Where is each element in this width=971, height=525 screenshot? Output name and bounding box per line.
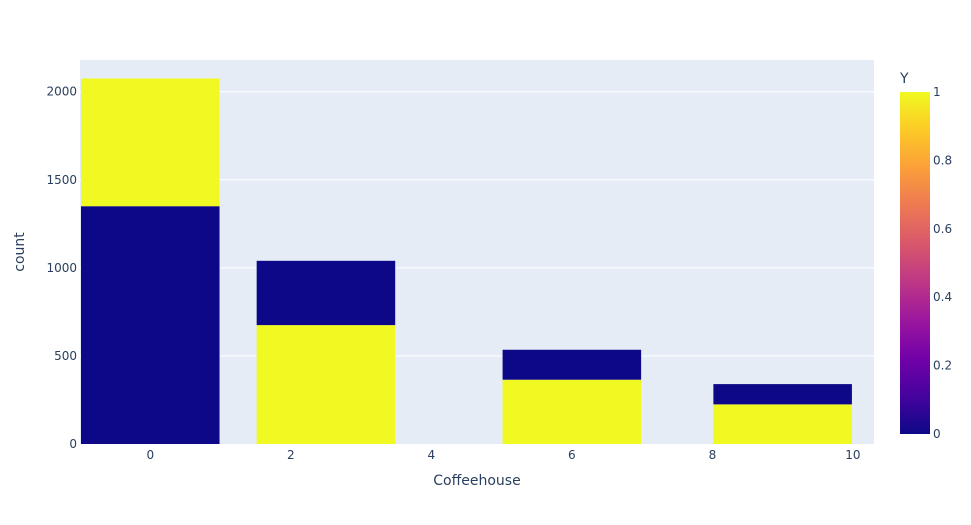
y-tick-label: 0	[69, 437, 77, 451]
x-axis-title: Coffeehouse	[433, 473, 520, 489]
y-tick-label: 1000	[46, 261, 77, 275]
x-tick-label: 10	[845, 448, 860, 462]
bar-segment-y1	[502, 379, 642, 444]
bar-segment-y0	[81, 206, 220, 444]
bars	[81, 78, 852, 444]
bar-segment-y0	[502, 349, 642, 380]
y-tick-label: 1500	[46, 173, 77, 187]
colorbar-tick-label: 0.4	[933, 290, 952, 304]
y-axis-ticks: 0 500 1000 1500 2000	[46, 85, 77, 451]
x-tick-label: 6	[568, 448, 576, 462]
colorbar-tick-label: 0.2	[933, 359, 952, 373]
x-tick-label: 2	[287, 448, 295, 462]
bar-segment-y1	[713, 404, 852, 444]
y-tick-label: 2000	[46, 85, 77, 99]
colorbar-bar	[900, 92, 930, 434]
x-tick-label: 4	[428, 448, 436, 462]
colorbar: Y 0 0.2 0.4 0.6 0.8 1	[899, 71, 952, 441]
y-tick-label: 500	[54, 349, 77, 363]
colorbar-tick-label: 0	[933, 427, 941, 441]
x-axis-ticks: 0 2 4 6 8 10	[146, 448, 860, 462]
colorbar-tick-label: 0.6	[933, 222, 952, 236]
x-tick-label: 8	[709, 448, 717, 462]
bar-segment-y0	[256, 260, 396, 326]
bar-segment-y1	[256, 325, 396, 444]
colorbar-tick-label: 0.8	[933, 153, 952, 167]
bar-segment-y0	[713, 384, 852, 405]
colorbar-ticks: 0 0.2 0.4 0.6 0.8 1	[933, 85, 952, 441]
colorbar-tick-label: 1	[933, 85, 941, 99]
colorbar-title: Y	[899, 71, 909, 87]
x-tick-label: 0	[146, 448, 154, 462]
bar-segment-y1	[81, 78, 220, 207]
y-axis-title: count	[12, 232, 28, 272]
